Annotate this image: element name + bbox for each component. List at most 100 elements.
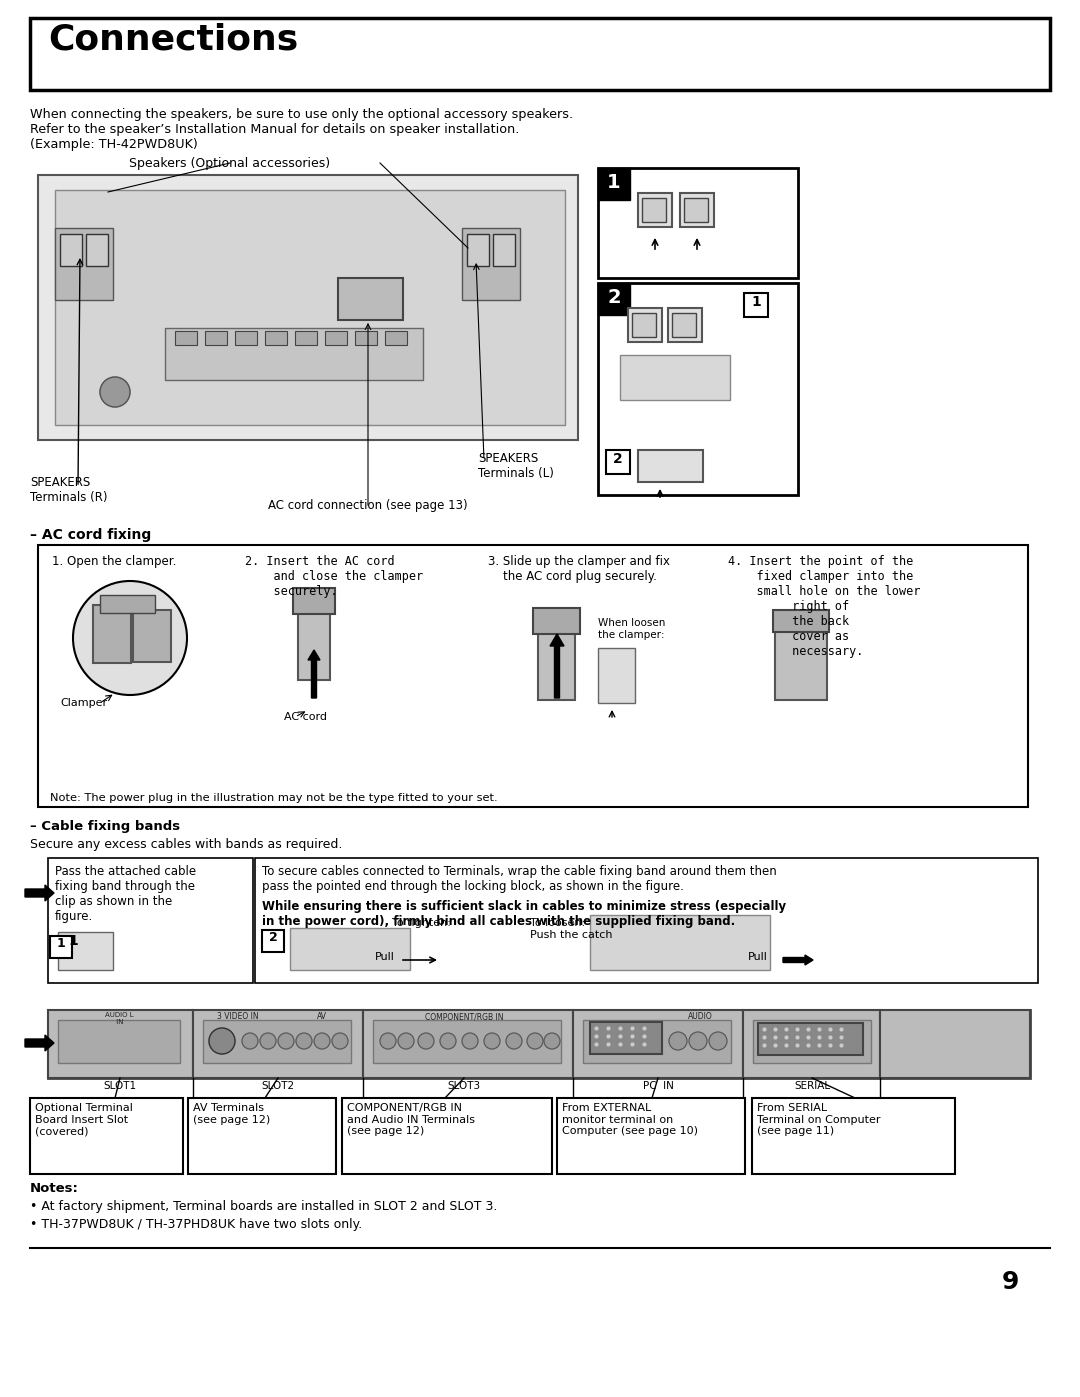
Circle shape	[399, 1032, 414, 1049]
Text: Connections: Connections	[48, 22, 298, 56]
Text: COMPONENT/RGB IN
and Audio IN Terminals
(see page 12): COMPONENT/RGB IN and Audio IN Terminals …	[347, 1104, 475, 1136]
Circle shape	[296, 1032, 312, 1049]
Bar	[298, 598, 330, 680]
Text: 1: 1	[56, 937, 66, 950]
Bar	[193, 1010, 363, 1078]
Circle shape	[380, 1032, 396, 1049]
Bar	[744, 293, 768, 317]
Text: AC cord connection (see page 13): AC cord connection (see page 13)	[268, 499, 468, 511]
Bar	[255, 858, 1038, 983]
Text: Pass the attached cable
fixing band through the
clip as shown in the
figure.: Pass the attached cable fixing band thro…	[55, 865, 197, 923]
Text: SLOT3: SLOT3	[447, 1081, 481, 1091]
Circle shape	[527, 1032, 543, 1049]
Bar	[262, 930, 284, 951]
Bar	[590, 915, 770, 970]
Text: Secure any excess cables with bands as required.: Secure any excess cables with bands as r…	[30, 838, 342, 851]
FancyArrow shape	[783, 956, 813, 965]
Text: 9: 9	[1001, 1270, 1018, 1294]
Bar	[55, 228, 113, 300]
Circle shape	[507, 1032, 522, 1049]
Bar	[573, 1010, 743, 1078]
Text: – AC cord fixing: – AC cord fixing	[30, 528, 151, 542]
Text: SPEAKERS
Terminals (L): SPEAKERS Terminals (L)	[478, 453, 554, 481]
Text: AC cord: AC cord	[283, 712, 326, 722]
Text: Speakers (Optional accessories): Speakers (Optional accessories)	[130, 156, 330, 170]
Text: From EXTERNAL
monitor terminal on
Computer (see page 10): From EXTERNAL monitor terminal on Comput…	[562, 1104, 698, 1136]
Bar	[86, 235, 108, 265]
Bar	[538, 617, 575, 700]
Bar	[291, 928, 410, 970]
Bar	[58, 932, 113, 970]
Text: 3. Slide up the clamper and fix
    the AC cord plug securely.: 3. Slide up the clamper and fix the AC c…	[488, 555, 670, 583]
Text: When connecting the speakers, be sure to use only the optional accessory speaker: When connecting the speakers, be sure to…	[30, 108, 573, 151]
Bar	[684, 198, 708, 222]
Bar	[743, 1010, 880, 1078]
Text: AUDIO L
 IN: AUDIO L IN	[105, 1011, 133, 1025]
Text: Pull: Pull	[748, 951, 768, 963]
Circle shape	[332, 1032, 348, 1049]
Bar	[583, 1020, 731, 1063]
Text: To tighten:: To tighten:	[392, 918, 450, 928]
Bar	[775, 617, 827, 700]
Bar	[48, 1010, 193, 1078]
Bar	[598, 284, 630, 314]
Bar	[557, 1098, 745, 1173]
Bar	[338, 278, 403, 320]
Bar	[753, 1020, 870, 1063]
Text: Clamper: Clamper	[60, 698, 107, 708]
Bar	[642, 198, 666, 222]
Bar	[467, 235, 489, 265]
Bar	[175, 331, 197, 345]
Bar	[598, 168, 630, 200]
Bar	[680, 193, 714, 226]
Bar	[606, 450, 630, 474]
Bar	[638, 193, 672, 226]
Bar	[752, 1098, 955, 1173]
Text: To secure cables connected to Terminals, wrap the cable fixing band around them : To secure cables connected to Terminals,…	[262, 865, 777, 893]
Bar	[93, 605, 131, 664]
Text: 2. Insert the AC cord
    and close the clamper
    securely.: 2. Insert the AC cord and close the clam…	[245, 555, 423, 598]
Circle shape	[440, 1032, 456, 1049]
Bar	[205, 331, 227, 345]
Text: • TH-37PWD8UK / TH-37PHD8UK have two slots only.: • TH-37PWD8UK / TH-37PHD8UK have two slo…	[30, 1218, 362, 1231]
Bar	[325, 331, 347, 345]
Bar	[48, 1010, 1030, 1078]
Text: 3 VIDEO IN: 3 VIDEO IN	[217, 1011, 259, 1021]
Bar	[48, 858, 253, 983]
Circle shape	[260, 1032, 276, 1049]
FancyArrow shape	[25, 1035, 54, 1051]
Text: 1: 1	[751, 295, 761, 309]
Bar	[188, 1098, 336, 1173]
Circle shape	[278, 1032, 294, 1049]
Circle shape	[689, 1032, 707, 1051]
Text: 2: 2	[613, 453, 623, 467]
Circle shape	[669, 1032, 687, 1051]
Bar	[632, 313, 656, 337]
Bar	[58, 1020, 180, 1063]
Bar	[265, 331, 287, 345]
Circle shape	[544, 1032, 561, 1049]
Bar	[295, 331, 318, 345]
Text: 1. Open the clamper.: 1. Open the clamper.	[52, 555, 176, 569]
Bar	[55, 190, 565, 425]
Bar	[462, 228, 519, 300]
Bar	[293, 588, 335, 615]
Bar	[672, 313, 696, 337]
Text: SLOT2: SLOT2	[261, 1081, 295, 1091]
Bar	[50, 936, 72, 958]
Bar	[235, 331, 257, 345]
Bar	[133, 610, 171, 662]
Circle shape	[462, 1032, 478, 1049]
Bar	[880, 1010, 1030, 1078]
Bar	[758, 1023, 863, 1055]
Circle shape	[484, 1032, 500, 1049]
Text: From SERIAL
Terminal on Computer
(see page 11): From SERIAL Terminal on Computer (see pa…	[757, 1104, 880, 1136]
Circle shape	[314, 1032, 330, 1049]
Bar	[100, 595, 156, 613]
FancyArrow shape	[25, 886, 54, 901]
Bar	[590, 1023, 662, 1053]
Bar	[384, 331, 407, 345]
Circle shape	[242, 1032, 258, 1049]
Bar	[60, 235, 82, 265]
Bar	[355, 331, 377, 345]
